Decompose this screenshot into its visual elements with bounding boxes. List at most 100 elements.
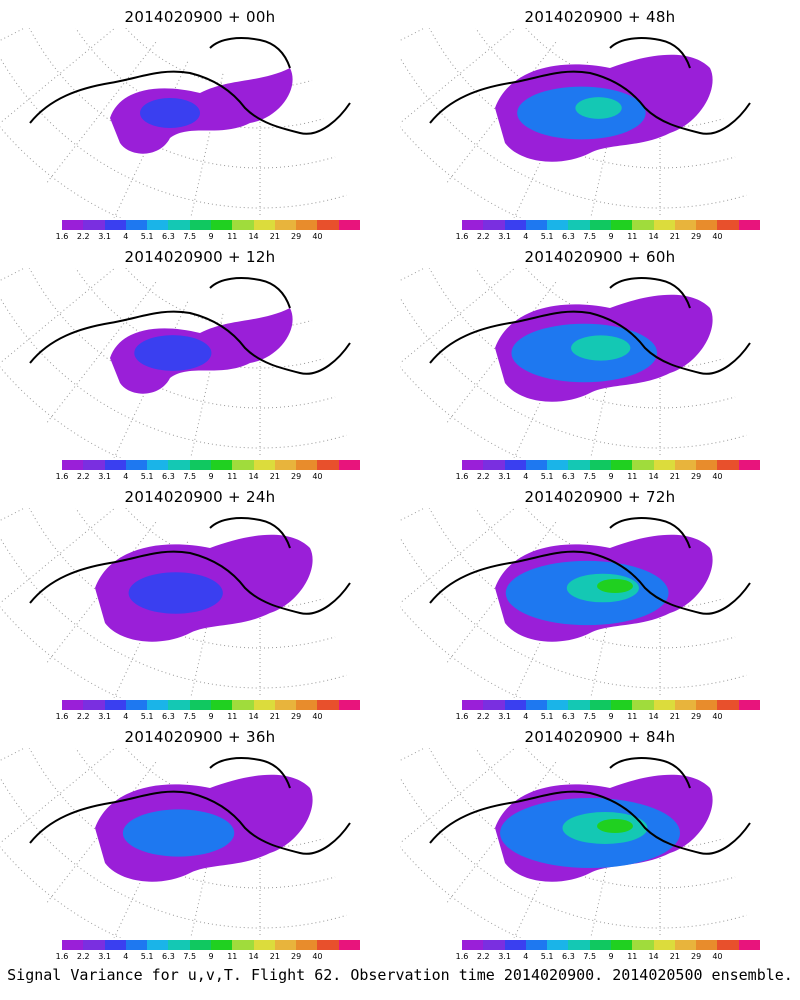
colorbar-label: 2.2 [76, 712, 90, 721]
colorbar-label: 5.1 [140, 472, 154, 481]
figure-caption: Signal Variance for u,v,T. Flight 62. Ob… [7, 966, 793, 984]
colorbar-label: 4 [123, 712, 129, 721]
colorbar-label: 3.1 [98, 952, 111, 961]
colorbar-segment [317, 940, 339, 950]
forecast-panel-72h: 2014020900 + 72h 1.6 2.2 3.1 4 5.1 6.3 7.5 9 11 14… [400, 480, 800, 725]
colorbar-label: 7.5 [183, 712, 197, 721]
colorbar-label: 9 [208, 472, 214, 481]
longitude-gridline [400, 268, 426, 282]
longitude-gridline [0, 508, 26, 522]
colorbar-label: 21 [269, 712, 280, 721]
colorbar-label: 11 [627, 952, 638, 961]
colorbar-label: 21 [269, 232, 280, 241]
colorbar-segment [462, 940, 484, 950]
colorbar-label: 7.5 [183, 952, 197, 961]
colorbar-segment [274, 220, 297, 230]
colorbar-segment [253, 700, 275, 710]
variance-field-peak [597, 579, 633, 593]
colorbar-label: 9 [208, 232, 214, 241]
colorbar-label: 9 [208, 712, 214, 721]
colorbar-label: 14 [248, 712, 259, 721]
colorbar [462, 700, 760, 710]
colorbar-segment [210, 700, 233, 710]
colorbar [462, 940, 760, 950]
colorbar-segment [83, 460, 105, 470]
colorbar-segment [125, 700, 148, 710]
colorbar-label: 7.5 [583, 232, 597, 241]
colorbar-label: 21 [669, 472, 680, 481]
forecast-panel-12h: 2014020900 + 12h 1.6 2.2 3.1 4 5.1 6.3 7.5 9 11 14… [0, 240, 400, 485]
colorbar-label: 2.2 [476, 472, 490, 481]
colorbar-label: 1.6 [455, 712, 469, 721]
colorbar-segment [210, 940, 233, 950]
colorbar-segment [147, 940, 169, 950]
longitude-gridline [400, 748, 426, 762]
colorbar-segment [274, 700, 297, 710]
colorbar-segment [568, 940, 590, 950]
colorbar-segment [525, 940, 548, 950]
colorbar-labels: 1.6 2.2 3.1 4 5.1 6.3 7.5 9 11 14 21 29 40 [450, 232, 770, 242]
colorbar-label: 6.3 [162, 712, 175, 721]
colorbar-segment [547, 460, 569, 470]
colorbar-segment [504, 220, 526, 230]
variance-field-mid [134, 335, 212, 371]
colorbar-segment [125, 220, 148, 230]
colorbar [62, 220, 360, 230]
colorbar-label: 4 [123, 232, 129, 241]
colorbar-label: 4 [123, 472, 129, 481]
longitude-gridline [0, 28, 26, 42]
colorbar-label: 1.6 [55, 952, 69, 961]
colorbar-label: 7.5 [183, 232, 197, 241]
variance-field-high [571, 335, 631, 361]
coastline [29, 37, 351, 135]
variance-field-low [110, 68, 293, 154]
colorbar-segment [168, 940, 190, 950]
colorbar-label: 1.6 [55, 712, 69, 721]
colorbar-segment [696, 220, 718, 230]
colorbar-label: 5.1 [140, 712, 154, 721]
colorbar-segment [125, 940, 148, 950]
colorbar-segment [674, 220, 697, 230]
colorbar-segment [696, 940, 718, 950]
colorbar-segment [253, 940, 275, 950]
colorbar-segment [632, 700, 654, 710]
colorbar-segment [483, 940, 505, 950]
colorbar-label: 29 [691, 712, 702, 721]
colorbar-segment [589, 700, 611, 710]
colorbar-label: 14 [248, 952, 259, 961]
colorbar-segment [674, 940, 697, 950]
colorbar-segment [717, 940, 739, 950]
colorbar-segment [168, 460, 190, 470]
colorbar-label: 40 [312, 712, 323, 721]
colorbar-segment [189, 220, 211, 230]
colorbar-segment [483, 460, 505, 470]
colorbar-label: 5.1 [540, 712, 554, 721]
colorbar-segment [83, 940, 105, 950]
variance-field-peak [597, 819, 633, 833]
colorbar-segment [653, 940, 675, 950]
polar-map [400, 508, 751, 698]
colorbar-segment [232, 940, 254, 950]
colorbar-segment [189, 460, 211, 470]
panel-title: 2014020900 + 48h [524, 8, 676, 26]
colorbar-segment [483, 700, 505, 710]
polar-map [0, 28, 351, 218]
colorbar-label: 2.2 [476, 712, 490, 721]
colorbar-segment [462, 700, 484, 710]
colorbar-segment [674, 460, 697, 470]
colorbar-label: 11 [227, 712, 238, 721]
colorbar-label: 29 [291, 952, 302, 961]
polar-map [400, 28, 751, 218]
colorbar-segment [232, 220, 254, 230]
panel-title: 2014020900 + 24h [124, 488, 276, 506]
colorbar-segment [338, 220, 360, 230]
colorbar-segment [610, 940, 633, 950]
colorbar-label: 14 [248, 232, 259, 241]
colorbar-segment [504, 460, 526, 470]
colorbar-segment [62, 220, 84, 230]
colorbar-segment [717, 700, 739, 710]
colorbar [62, 940, 360, 950]
colorbar-segment [653, 460, 675, 470]
colorbar-segment [653, 700, 675, 710]
polar-map [0, 508, 351, 698]
